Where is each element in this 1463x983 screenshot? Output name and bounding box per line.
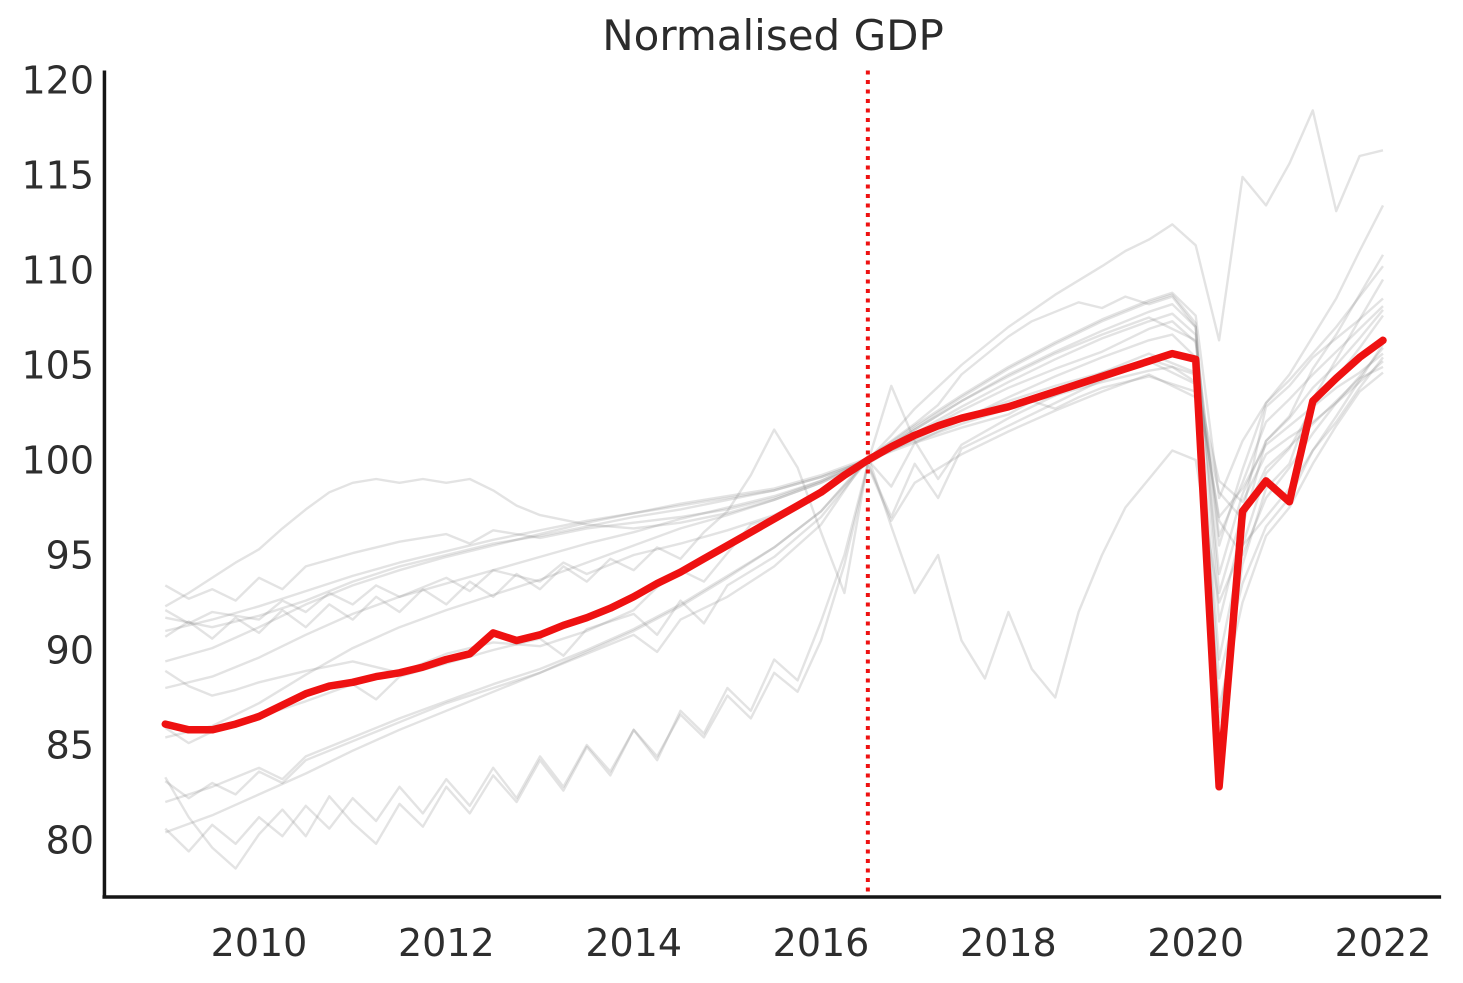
highlighted-gdp-line	[161, 336, 1387, 791]
x-tick-label: 2010	[211, 921, 308, 965]
background-gdp-line-gray-10	[164, 356, 1384, 800]
x-tick-label: 2014	[585, 921, 682, 965]
y-tick-label: 115	[21, 154, 94, 198]
x-tick-label: 2012	[398, 921, 495, 965]
y-tick-label: 100	[21, 439, 94, 483]
background-gdp-line-gray-12	[164, 265, 1384, 834]
y-tick-label: 105	[21, 344, 94, 388]
background-gdp-line-gray-11	[164, 309, 1384, 804]
tick-labels-group: 80 85 90 95 100 105 110 115 120 2010 2012 2014 2016 2…	[21, 59, 1431, 966]
y-tick-label: 95	[46, 534, 94, 578]
x-tick-label: 2020	[1147, 921, 1244, 965]
background-gdp-line-gray-16	[165, 365, 1384, 633]
x-tick-label: 2022	[1335, 921, 1432, 965]
background-gdp-line-gray-01	[164, 360, 1384, 602]
chart-title: Normalised GDP	[602, 11, 944, 60]
x-tick-label: 2018	[960, 921, 1057, 965]
y-tick-label: 120	[21, 59, 94, 103]
y-tick-label: 90	[46, 629, 94, 673]
background-gdp-line-gray-02	[164, 352, 1384, 608]
background-gdp-line-gray-05	[164, 295, 1384, 663]
axes-group	[102, 70, 1442, 899]
x-tick-label: 2016	[773, 921, 870, 965]
y-tick-label: 85	[46, 724, 94, 768]
y-tick-label: 80	[46, 819, 94, 863]
y-tick-label: 110	[21, 249, 94, 293]
